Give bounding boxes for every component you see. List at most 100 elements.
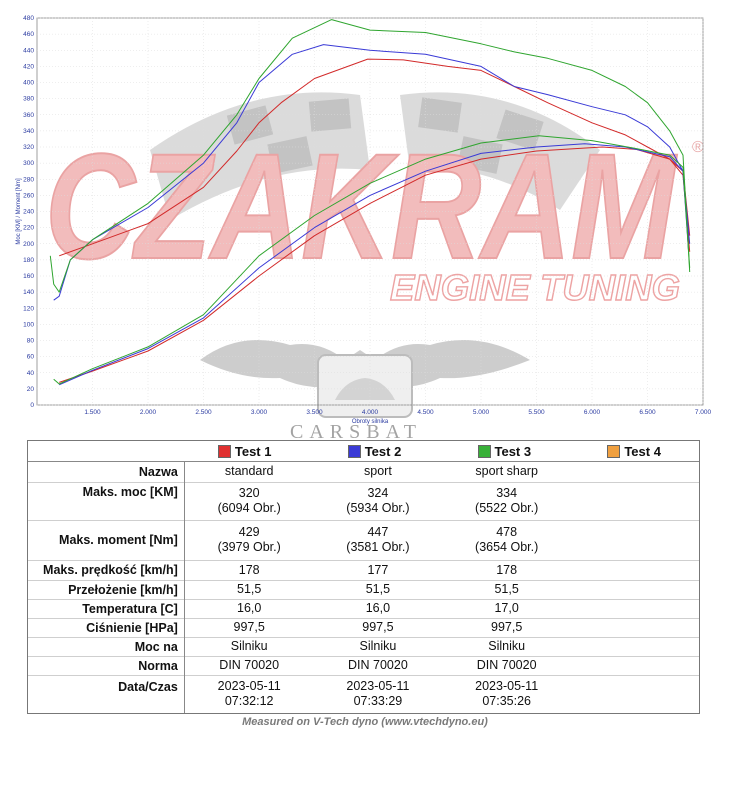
table-row: Maks. moment [Nm] 429 (3979 Obr.) 447 (358… [28,520,699,560]
cell: 997,5 [491,620,523,634]
results-rows: Nazwa standard sport sport sharp Maks. m… [28,462,699,713]
cell: 320 (6094 Obr.) [184,482,313,520]
cell: 447 (3581 Obr.) [314,520,443,560]
y-tick-label: 20 [27,386,35,393]
cell-sub: 07:32:12 [224,694,274,709]
series-line-test-1-power [59,146,691,383]
table-row: Data/Czas 2023-05-11 07:32:12 2023-05-11 0… [28,675,699,713]
y-tick-label: 300 [23,160,34,167]
x-tick-label: 5.500 [528,409,545,416]
x-tick-label: 2.500 [195,409,212,416]
legend-label: Test 1 [234,443,272,459]
cell: 2023-05-11 07:35:26 [442,675,571,713]
cell-value: 478 [496,525,518,539]
results-table: Test 1 Test 2 Test 3 Test 4 Nazwa standa… [27,440,700,714]
cell: 324 (5934 Obr.) [314,482,443,520]
legend-swatch [217,444,231,458]
y-tick-label: 220 [23,225,34,232]
x-tick-label: 6.500 [639,409,656,416]
y-tick-label: 0 [30,402,34,409]
x-tick-label: 6.000 [584,409,601,416]
table-row: Maks. prędkość [km/h] 178 177 178 [28,560,699,580]
row-label: Maks. moc [KM] [28,482,185,520]
cell: 178 [238,562,260,577]
cell: DIN 70020 [476,658,537,672]
table-row: Przełożenie [km/h] 51,5 51,5 51,5 [28,580,699,599]
legend: Test 1 Test 2 Test 3 Test 4 [28,441,699,462]
cell-value: 320 [238,486,260,500]
cell [571,462,699,482]
cell: Silniku [230,639,268,653]
dyno-chart: CZAKRAM ® ENGINE TUNING CARSBAT 0 20 40 60 8… [16,15,712,440]
y-tick-label: 260 [23,192,34,199]
legend-label: Test 2 [364,443,402,459]
y-tick-label: 340 [23,128,34,135]
legend-test-3: Test 3 [439,441,569,461]
cell: 178 [496,562,518,577]
cell-value: 2023-05-11 [346,679,410,694]
cell-sub: 07:35:26 [482,694,531,709]
cell: 2023-05-11 07:33:29 [314,675,443,713]
x-tick-label: 3.000 [251,409,268,416]
cell: DIN 70020 [219,658,280,672]
cell: 51,5 [494,582,519,596]
cell [571,560,699,580]
footer-note: Measured on V-Tech dyno (www.vtechdyno.e… [242,716,488,728]
legend-swatch [607,444,621,458]
cell: 51,5 [237,582,262,596]
y-tick-label: 380 [23,96,34,103]
cell: 17,0 [494,601,519,615]
table-row: Nazwa standard sport sport sharp [28,462,699,482]
cell-value: 334 [496,486,518,500]
y-tick-label: 440 [23,47,34,54]
cell: 334 (5522 Obr.) [442,482,571,520]
cell-sub: 07:33:29 [353,694,403,709]
series-line-test-3-moment [49,19,691,293]
table-row: Maks. moc [KM] 320 (6094 Obr.) 324 (5934 O… [28,482,699,520]
table-row: Moc na Silniku Silniku Silniku [28,637,699,656]
y-tick-label: 120 [23,305,34,312]
cell: 478 (3654 Obr.) [442,520,571,560]
cell: Silniku [488,639,526,653]
y-tick-label: 280 [23,176,34,183]
cell [571,482,699,520]
watermark-sub: CARSBAT [290,421,422,440]
cell-value: 429 [238,525,260,539]
y-tick-label: 100 [23,321,34,328]
row-label: Ciśnienie [HPa] [28,618,185,637]
legend-test-1: Test 1 [180,441,310,461]
cell [571,656,699,675]
cell: 429 (3979 Obr.) [184,520,313,560]
legend-swatch [347,444,361,458]
cell [571,637,699,656]
cell: 2023-05-11 07:32:12 [184,675,313,713]
cell: standard [224,464,274,479]
table-row: Ciśnienie [HPa] 997,5 997,5 997,5 [28,618,699,637]
row-label: Data/Czas [28,675,185,713]
y-tick-label: 180 [23,257,34,264]
cell [571,580,699,599]
cell-sub: (5522 Obr.) [475,501,539,515]
row-label: Norma [28,656,185,675]
y-tick-label: 320 [23,144,34,151]
cell-sub: (3654 Obr.) [475,540,539,554]
cell [571,520,699,560]
series-line-test-1-moment [59,58,691,257]
x-tick-label: 4.000 [362,409,379,416]
row-label: Moc na [28,637,185,656]
row-label: Temperatura [C] [28,599,185,618]
cell: DIN 70020 [348,658,408,672]
series-line-test-2-power [59,143,691,386]
cell-value: 2023-05-11 [217,679,281,694]
y-tick-label: 360 [23,112,34,119]
y-tick-label: 80 [27,338,35,345]
chart-series [49,19,691,386]
row-label: Maks. prędkość [km/h] [28,560,185,580]
y-tick-label: 400 [23,80,34,87]
x-tick-label: 4.500 [417,409,434,416]
y-tick-label: 420 [23,63,34,70]
cell-sub: (3581 Obr.) [346,540,410,554]
legend-label: Test 4 [624,443,661,459]
row-label: Nazwa [28,462,185,482]
cell [571,599,699,618]
